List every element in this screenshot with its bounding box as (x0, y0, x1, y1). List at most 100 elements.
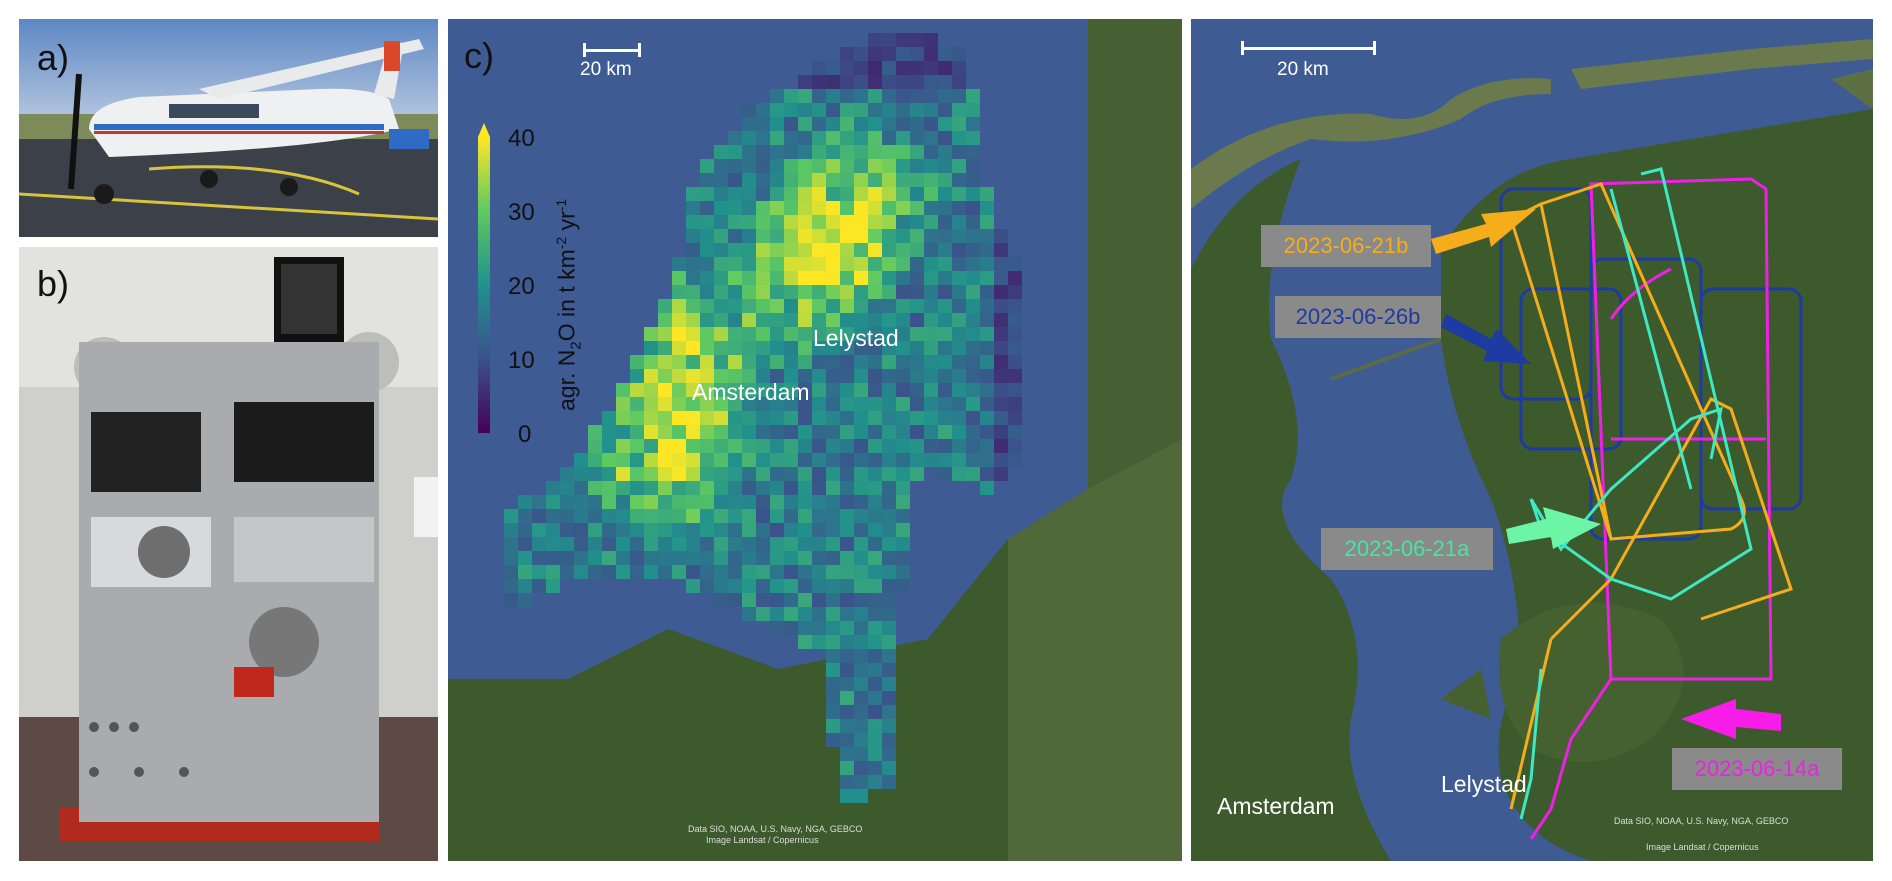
emission-cell (574, 551, 588, 565)
emission-cell (952, 201, 966, 215)
emission-cell (882, 733, 896, 747)
emission-cell (700, 243, 714, 257)
emission-cell (882, 271, 896, 285)
emission-cell (896, 509, 910, 523)
emission-cell (784, 579, 798, 593)
emission-cell (840, 369, 854, 383)
emission-cell (854, 691, 868, 705)
emission-cell (518, 565, 532, 579)
emission-cell (686, 257, 700, 271)
emission-cell (952, 215, 966, 229)
emission-cell (854, 369, 868, 383)
emission-cell (924, 103, 938, 117)
emission-cell (854, 215, 868, 229)
emission-cell (504, 523, 518, 537)
emission-cell (700, 579, 714, 593)
emission-cell (756, 495, 770, 509)
emission-cell (714, 481, 728, 495)
emission-cell (994, 425, 1008, 439)
emission-cell (868, 215, 882, 229)
emission-cell (714, 495, 728, 509)
emission-cell (826, 565, 840, 579)
emission-cell (784, 159, 798, 173)
emission-cell (812, 215, 826, 229)
emission-cell (868, 663, 882, 677)
emission-cell (812, 495, 826, 509)
emission-cell (686, 299, 700, 313)
emission-cell (658, 481, 672, 495)
emission-cell (952, 243, 966, 257)
emission-cell (784, 537, 798, 551)
emission-cell (854, 383, 868, 397)
emission-cell (798, 565, 812, 579)
emission-cell (742, 229, 756, 243)
emission-cell (672, 481, 686, 495)
panel-a-aircraft-photo: a) (19, 19, 438, 237)
emission-cell (840, 565, 854, 579)
emission-cell (812, 299, 826, 313)
emission-cell (840, 705, 854, 719)
emission-cell (924, 397, 938, 411)
emission-cell (826, 719, 840, 733)
emission-cell (826, 481, 840, 495)
emission-cell (644, 537, 658, 551)
emission-cell (770, 285, 784, 299)
emission-cell (574, 453, 588, 467)
emission-cell (882, 383, 896, 397)
emission-cell (812, 383, 826, 397)
emission-cell (868, 411, 882, 425)
emission-cell (784, 299, 798, 313)
emission-cell (882, 103, 896, 117)
emission-cell (826, 621, 840, 635)
emission-cell (980, 453, 994, 467)
emission-cell (714, 425, 728, 439)
emission-cell (588, 551, 602, 565)
emission-cell (742, 243, 756, 257)
emission-cell (700, 355, 714, 369)
emission-cell (644, 509, 658, 523)
emission-cell (784, 145, 798, 159)
emission-cell (574, 495, 588, 509)
emission-cell (658, 299, 672, 313)
emission-cell (770, 341, 784, 355)
emission-cell (910, 145, 924, 159)
emission-cell (812, 173, 826, 187)
emission-cell (854, 75, 868, 89)
emission-cell (756, 607, 770, 621)
emission-cell (812, 61, 826, 75)
emission-cell (1008, 453, 1022, 467)
emission-cell (798, 537, 812, 551)
emission-cell (630, 481, 644, 495)
emission-cell (532, 565, 546, 579)
emission-cell (574, 509, 588, 523)
emission-cell (672, 425, 686, 439)
emission-cell (938, 271, 952, 285)
emission-cell (742, 145, 756, 159)
emission-cell (714, 411, 728, 425)
emission-cell (840, 299, 854, 313)
emission-cell (714, 159, 728, 173)
emission-cell (980, 425, 994, 439)
emission-cell (868, 159, 882, 173)
emission-cell (672, 299, 686, 313)
emission-cell (826, 509, 840, 523)
emission-cell (630, 369, 644, 383)
emission-cell (910, 453, 924, 467)
emission-cell (616, 565, 630, 579)
emission-cell (672, 355, 686, 369)
panel-b-label: b) (37, 263, 70, 304)
emission-cell (882, 355, 896, 369)
emission-cell (854, 425, 868, 439)
emission-cell (616, 467, 630, 481)
emission-cell (826, 159, 840, 173)
emission-cell (826, 705, 840, 719)
emission-cell (714, 369, 728, 383)
emission-cell (826, 243, 840, 257)
emission-cell (966, 187, 980, 201)
emission-cell (938, 61, 952, 75)
emission-cell (952, 257, 966, 271)
emission-cell (658, 327, 672, 341)
emission-cell (952, 187, 966, 201)
emission-cell (714, 285, 728, 299)
emission-cell (868, 677, 882, 691)
